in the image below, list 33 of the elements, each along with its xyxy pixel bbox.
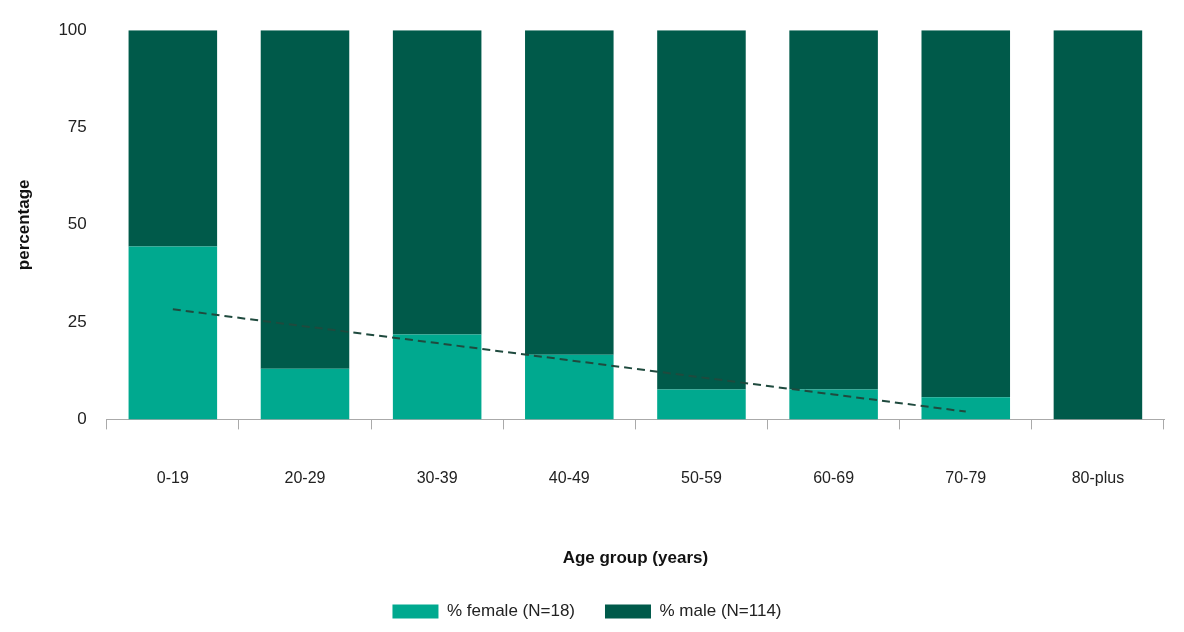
bar <box>392 334 482 420</box>
y-tick-label: 75 <box>67 117 87 137</box>
x-tick-label: 30-39 <box>416 469 458 487</box>
x-tick-label: 40-49 <box>548 469 590 487</box>
x-axis-title: Age group (years) <box>562 548 709 568</box>
bar <box>921 397 1011 420</box>
bar <box>260 368 350 420</box>
legend-label: % female (N=18) <box>446 601 575 621</box>
bar <box>789 389 878 420</box>
bar <box>128 246 218 420</box>
y-tick-label: 100 <box>58 19 87 39</box>
y-tick-label: 0 <box>77 409 87 429</box>
y-tick-label: 25 <box>67 311 87 331</box>
bar <box>1053 30 1143 420</box>
x-tick-label: 80-plus <box>1071 469 1125 487</box>
x-tick-label: 0-19 <box>156 469 189 487</box>
y-tick-label: 50 <box>67 214 87 234</box>
line-series <box>171 308 967 413</box>
bar <box>657 30 746 390</box>
y-axis-title: percentage <box>13 179 33 271</box>
bar <box>260 30 350 369</box>
bar <box>128 30 218 247</box>
bar <box>525 354 614 420</box>
x-tick-label: 70-79 <box>945 469 987 487</box>
x-tick-label: 20-29 <box>284 469 326 487</box>
bar <box>657 389 746 420</box>
bar <box>392 30 482 335</box>
x-tick-label: 50-59 <box>681 469 723 487</box>
legend-label: % male (N=114) <box>659 601 782 621</box>
bar <box>789 30 878 390</box>
bar <box>921 30 1011 398</box>
bar <box>525 30 614 355</box>
x-tick-label: 60-69 <box>813 469 855 487</box>
